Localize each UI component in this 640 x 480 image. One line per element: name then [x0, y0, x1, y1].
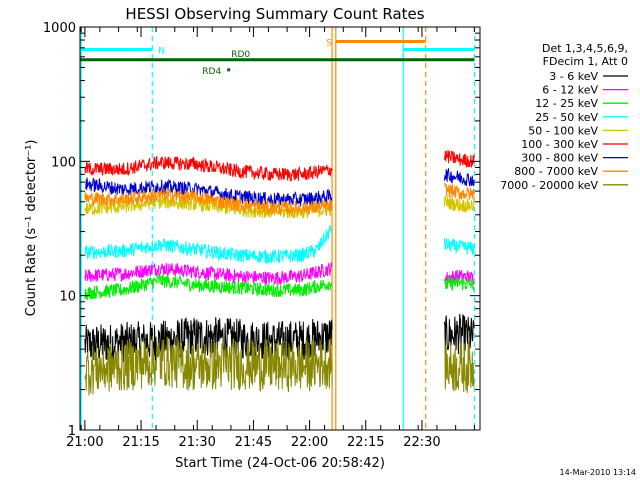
legend-label-800-7000-kev: 800 - 7000 keV [514, 165, 598, 178]
flag-label-rd4: RD4 [202, 67, 221, 77]
flag-label-n: N [158, 46, 165, 56]
x-tick-label-3: 21:45 [235, 435, 272, 450]
legend-label-7000-20000-kev: 7000 - 20000 keV [500, 179, 598, 192]
x-tick-label-0: 21:00 [66, 435, 103, 450]
series-line-12-25-kev-1 [443, 276, 475, 292]
series-line-50-100-kev-1 [443, 195, 475, 214]
y-tick-label-2: 100 [51, 155, 76, 170]
legend-header-line-2: FDecim 1, Att 0 [543, 55, 628, 68]
legend-header-line-1: Det 1,3,4,5,6,9, [542, 42, 628, 55]
series-line-6-12-kev-0 [84, 262, 333, 286]
series-line-25-50-kev-0 [84, 224, 333, 266]
series-line-300-800-kev-1 [443, 168, 475, 187]
series-line-7000-20000-kev-1 [443, 339, 475, 393]
axes: 1 10 100 1000 21:00 21:15 21:30 21:45 22:00 22:15… [43, 21, 481, 450]
legend-label-25-50-kev: 25 - 50 keV [535, 111, 598, 124]
series-line-50-100-kev-0 [84, 195, 333, 219]
series-line-25-50-kev-1 [443, 237, 475, 256]
plot-area: N S RD0 RD4 [80, 27, 475, 430]
series-line-3-6-kev-1 [443, 313, 475, 356]
y-tick-label-1: 10 [59, 290, 76, 305]
x-tick-label-4: 22:00 [291, 435, 328, 450]
y-tick-label-0: 1 [68, 424, 76, 439]
flag-label-rd0: RD0 [231, 50, 250, 60]
x-axis-label: Start Time (24-Oct-06 20:58:42) [175, 456, 385, 471]
legend: Det 1,3,4,5,6,9, FDecim 1, Att 0 3 - 6 k… [500, 42, 628, 192]
y-axis-label: Count Rate (s⁻¹ detector⁻¹) [24, 140, 39, 317]
series-line-800-7000-kev-0 [84, 188, 333, 216]
footer-timestamp: 14-Mar-2010 13:14 [560, 468, 637, 477]
series-line-12-25-kev-0 [84, 273, 333, 300]
series-line-800-7000-kev-1 [444, 182, 475, 201]
series-line-7000-20000-kev-0 [84, 335, 333, 396]
series-line-300-800-kev-0 [84, 177, 333, 207]
series-line-3-6-kev-0 [84, 317, 333, 364]
flag-label-s: S [326, 38, 332, 48]
legend-label-12-25-kev: 12 - 25 keV [535, 97, 598, 110]
plot-frame [79, 26, 481, 431]
x-tick-label-2: 21:30 [178, 435, 215, 450]
series-line-100-300-kev-0 [84, 155, 333, 182]
series-line-6-12-kev-1 [444, 269, 475, 285]
legend-label-3-6-kev: 3 - 6 keV [549, 70, 598, 83]
chart-title: HESSI Observing Summary Count Rates [125, 5, 424, 23]
series-line-100-300-kev-1 [443, 149, 475, 169]
legend-label-100-300-kev: 100 - 300 keV [521, 138, 598, 151]
plot-content [80, 27, 475, 430]
x-tick-label-5: 22:15 [347, 435, 384, 450]
legend-label-6-12-kev: 6 - 12 keV [542, 84, 598, 97]
legend-label-50-100-kev: 50 - 100 keV [528, 124, 598, 137]
x-tick-label-1: 21:15 [122, 435, 159, 450]
y-tick-label-3: 1000 [43, 21, 76, 36]
legend-label-300-800-kev: 300 - 800 keV [521, 152, 598, 165]
x-tick-label-6: 22:30 [403, 435, 440, 450]
